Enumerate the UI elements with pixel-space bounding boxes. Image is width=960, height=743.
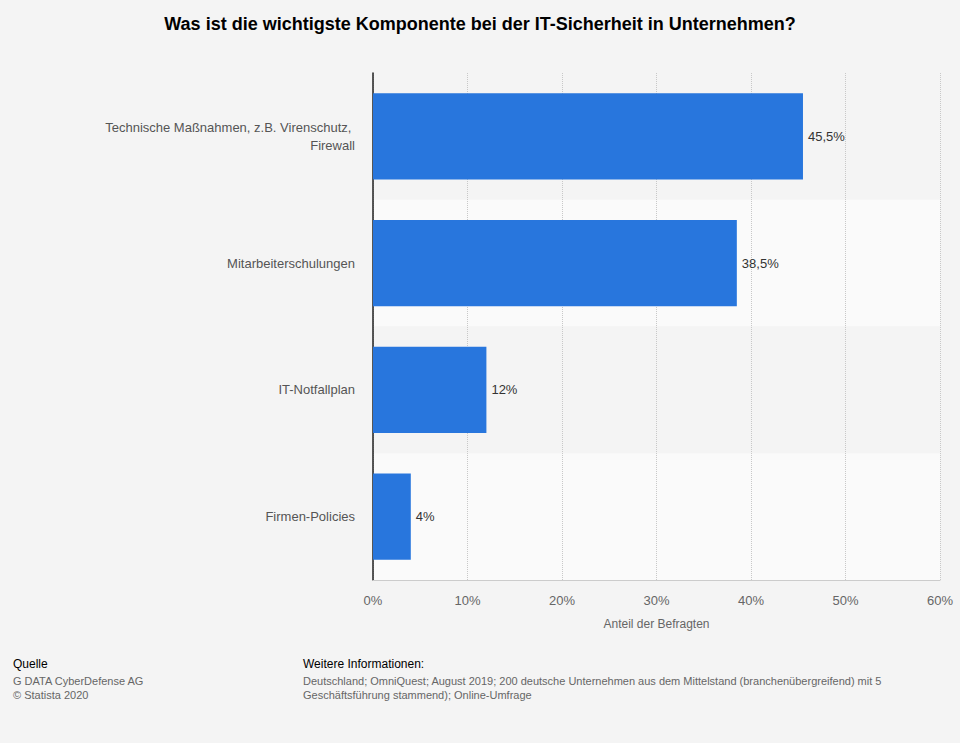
svg-text:Firewall: Firewall [310, 138, 355, 153]
svg-text:20%: 20% [549, 593, 575, 608]
svg-text:Weitere Informationen:: Weitere Informationen: [303, 657, 424, 671]
svg-text:Deutschland; OmniQuest; August: Deutschland; OmniQuest; August 2019; 200… [303, 675, 881, 687]
svg-text:45,5%: 45,5% [808, 129, 845, 144]
svg-text:30%: 30% [643, 593, 669, 608]
svg-text:4%: 4% [416, 509, 435, 524]
svg-text:Technische Maßnahmen, z.B. Vir: Technische Maßnahmen, z.B. Virenschutz, [105, 120, 355, 135]
svg-text:Was ist die wichtigste Kompone: Was ist die wichtigste Komponente bei de… [164, 14, 795, 34]
svg-text:60%: 60% [927, 593, 953, 608]
svg-text:Firmen-Policies: Firmen-Policies [265, 509, 355, 524]
svg-text:Geschäftsführung stammend); On: Geschäftsführung stammend); Online-Umfra… [303, 689, 532, 701]
svg-text:0%: 0% [364, 593, 383, 608]
svg-text:G DATA CyberDefense AG: G DATA CyberDefense AG [13, 675, 143, 687]
svg-text:IT-Notfallplan: IT-Notfallplan [278, 382, 355, 397]
svg-text:40%: 40% [738, 593, 764, 608]
svg-text:Anteil der Befragten: Anteil der Befragten [603, 617, 709, 631]
svg-text:38,5%: 38,5% [742, 256, 779, 271]
svg-text:50%: 50% [832, 593, 858, 608]
svg-text:12%: 12% [491, 382, 517, 397]
svg-text:Mitarbeiterschulungen: Mitarbeiterschulungen [227, 256, 355, 271]
svg-text:10%: 10% [454, 593, 480, 608]
svg-text:© Statista 2020: © Statista 2020 [13, 689, 88, 701]
svg-text:Quelle: Quelle [13, 657, 48, 671]
